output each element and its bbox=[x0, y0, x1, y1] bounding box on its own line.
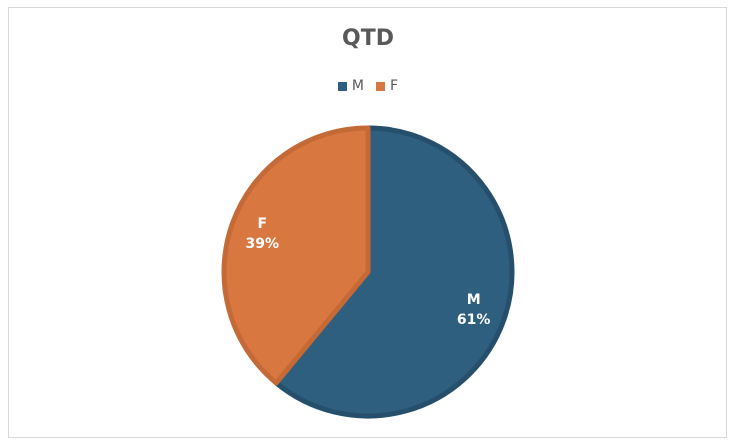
legend-swatch-m bbox=[337, 81, 347, 91]
data-label-category-f: F bbox=[258, 216, 268, 232]
legend-swatch-f bbox=[376, 81, 386, 91]
chart-legend: M F bbox=[0, 78, 736, 94]
legend-item-m: M bbox=[337, 78, 365, 94]
pie-slice-m bbox=[273, 125, 515, 419]
data-label-category-m: M bbox=[467, 292, 481, 308]
legend-label-m: M bbox=[351, 78, 365, 94]
legend-label-f: F bbox=[390, 78, 399, 94]
data-label-value-f: 39% bbox=[246, 236, 280, 252]
data-label-value-m: 61% bbox=[457, 312, 491, 328]
pie-slice-f bbox=[221, 125, 371, 386]
legend-item-f: F bbox=[376, 78, 398, 94]
chart-title: QTD bbox=[342, 26, 394, 51]
